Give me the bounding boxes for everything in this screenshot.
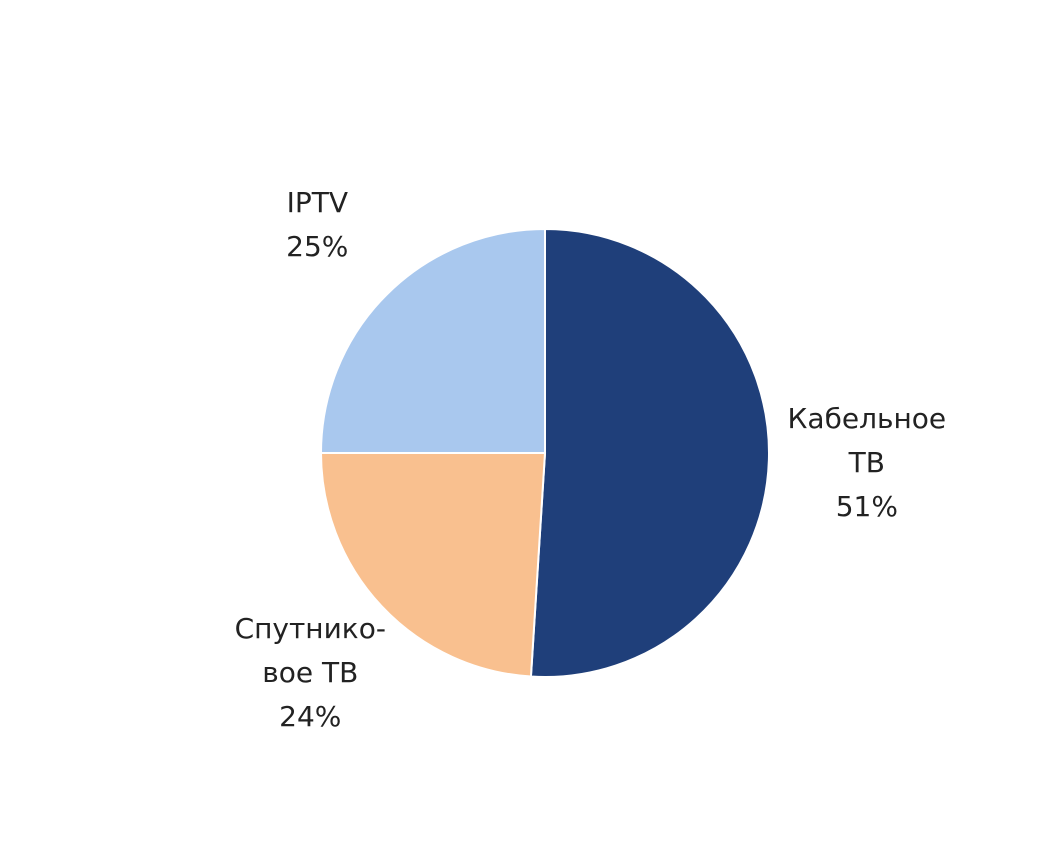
value-label: 51%	[835, 490, 898, 524]
category-label: Кабельное ТВ	[787, 402, 947, 480]
slice-label: IPTV 25%	[197, 181, 437, 269]
pie-slice	[529, 227, 770, 678]
value-label: 25%	[286, 230, 349, 264]
value-label: 24%	[279, 700, 342, 734]
slice-label: Спутнико-вое ТВ 24%	[190, 607, 430, 739]
slice-label: Кабельное ТВ 51%	[747, 397, 987, 529]
category-label: Спутнико-вое ТВ	[234, 612, 386, 690]
pie-slice	[319, 227, 546, 454]
category-label: IPTV	[286, 186, 348, 220]
pie-slice	[319, 452, 547, 678]
